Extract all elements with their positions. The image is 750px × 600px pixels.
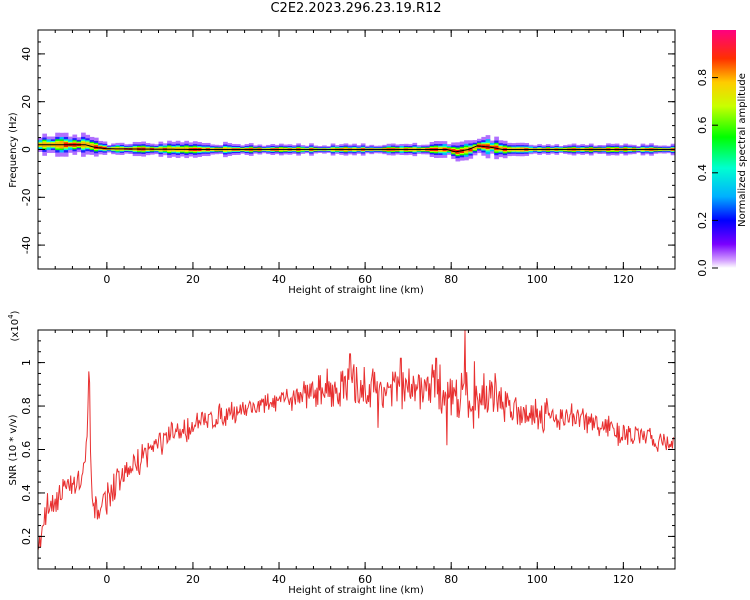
spectrogram-x-axis-label: Height of straight line (km)	[288, 285, 424, 296]
snr-y-tick-label: 0.4	[20, 484, 33, 502]
colorbar-tick-label: 0.2	[696, 212, 709, 230]
snr-x-tick-label: 0	[103, 573, 110, 586]
snr-line	[38, 330, 675, 551]
colorbar-label: Normalized spectral amplitude	[737, 73, 748, 227]
spectrogram-x-tick-label: 20	[186, 273, 200, 286]
snr-x-tick-label: 100	[527, 573, 548, 586]
spectrogram-y-tick-label: -20	[20, 188, 33, 206]
colorbar-tick-label: 0.6	[696, 116, 709, 134]
snr-panel: 0 20 40 60 80 100 120 0.2 0.4 0.6 0.8 1 Height of s…	[7, 310, 676, 596]
spectrogram-y-tick-label: 0	[20, 146, 33, 153]
snr-x-tick-label: 80	[444, 573, 458, 586]
snr-x-tick-label: 120	[613, 573, 634, 586]
snr-y-tick-label: 1	[20, 359, 33, 366]
snr-y-tick-label: 0.2	[20, 528, 33, 546]
snr-multiplier: (x104)	[7, 310, 21, 341]
spectrogram-image	[38, 132, 675, 162]
spectrogram-cell	[85, 142, 91, 147]
spectrogram-x-tick-label: 60	[358, 273, 372, 286]
spectrogram-x-tick-label: 0	[103, 273, 110, 286]
snr-multiplier-base: (x10	[10, 319, 21, 342]
spectrogram-panel: 0 20 40 60 80 100 120 -40 -20 0 20 40 Height of str…	[8, 29, 676, 296]
colorbar-tick-label: 0.8	[696, 69, 709, 87]
svg-text:(x104): (x104)	[7, 310, 21, 341]
spectrogram-cell	[451, 149, 456, 153]
colorbar-scale	[712, 30, 736, 268]
spectrogram-x-tick-label: 40	[272, 273, 286, 286]
spectrogram-cell	[468, 147, 474, 152]
spectrogram-y-tick-label: -40	[20, 236, 33, 254]
snr-y-tick-label: 0.6	[20, 441, 33, 459]
snr-multiplier-exp: 4	[7, 314, 15, 319]
spectrogram-y-tick-label: 20	[20, 95, 33, 109]
snr-x-tick-label: 60	[358, 573, 372, 586]
spectrogram-cell	[446, 148, 452, 151]
spectral-peak-line	[38, 144, 675, 153]
colorbar: 0.0 0.2 0.4 0.6 0.8 Normalized spectral ampl…	[696, 30, 748, 277]
spectrogram-x-tick-label: 100	[527, 273, 548, 286]
spectrogram-x-tick-label: 120	[613, 273, 634, 286]
snr-y-tick-label: 0.8	[20, 397, 33, 415]
spectrogram-x-tick-label: 80	[444, 273, 458, 286]
snr-x-axis-label: Height of straight line (km)	[288, 585, 424, 596]
snr-series	[38, 330, 675, 551]
spectrogram-cell	[472, 146, 478, 150]
snr-frame	[37, 329, 676, 570]
chart-title: C2E2.2023.296.23.19.R12	[270, 1, 442, 16]
colorbar-tick-label: 0.0	[696, 259, 709, 277]
spectrogram-cell	[89, 144, 95, 148]
snr-x-tick-label: 20	[186, 573, 200, 586]
spectrogram-y-tick-label: 40	[20, 47, 33, 61]
snr-x-tick-label: 40	[272, 573, 286, 586]
snr-y-axis-label: SNR (10 * v/v)	[8, 414, 19, 485]
spectrogram-y-axis-label: Frequency (Hz)	[8, 112, 19, 188]
colorbar-tick-label: 0.4	[696, 164, 709, 182]
